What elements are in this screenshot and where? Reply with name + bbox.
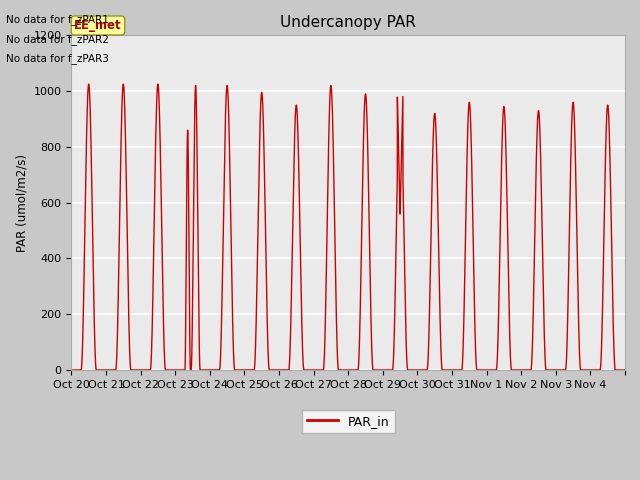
- Text: EE_met: EE_met: [74, 19, 122, 32]
- Text: No data for f_zPAR1: No data for f_zPAR1: [6, 14, 109, 25]
- Title: Undercanopy PAR: Undercanopy PAR: [280, 15, 416, 30]
- Text: No data for f_zPAR2: No data for f_zPAR2: [6, 34, 109, 45]
- Y-axis label: PAR (umol/m2/s): PAR (umol/m2/s): [15, 154, 28, 252]
- Legend: PAR_in: PAR_in: [302, 410, 395, 432]
- Text: No data for f_zPAR3: No data for f_zPAR3: [6, 53, 109, 64]
